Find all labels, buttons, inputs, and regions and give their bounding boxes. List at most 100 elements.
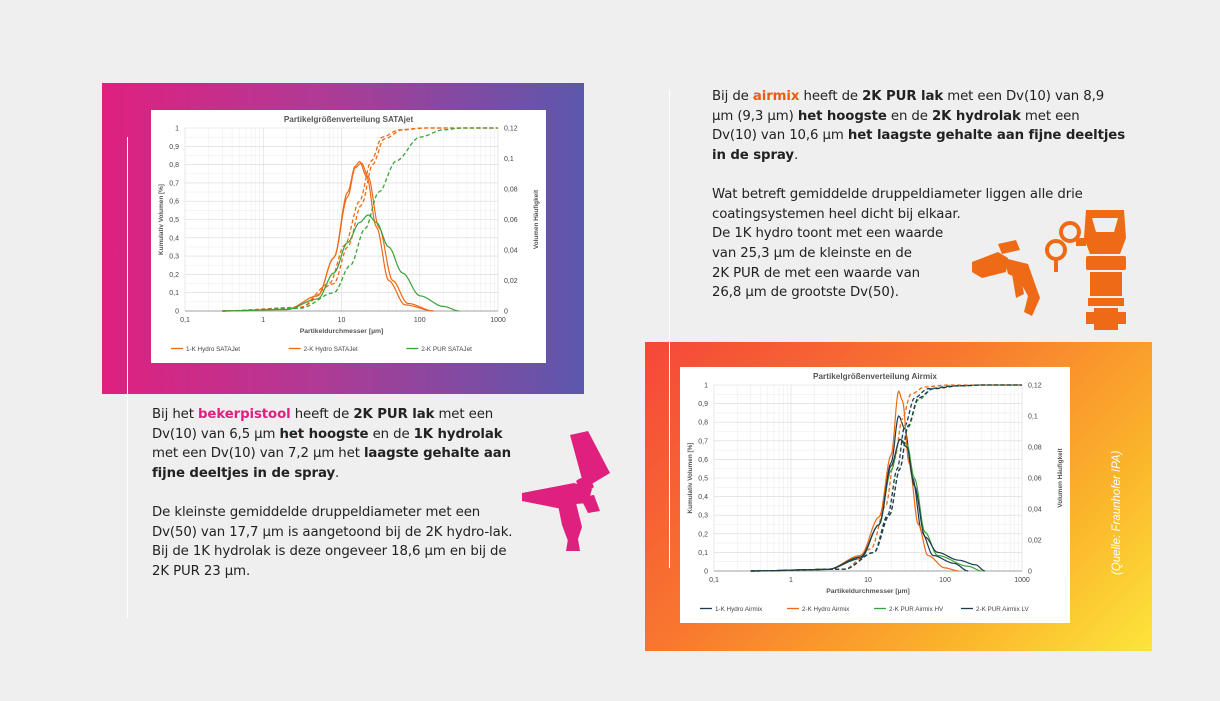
y2-tick-label: 0,02 — [504, 278, 518, 285]
text-bold: 2K PUR lak — [862, 89, 944, 104]
satajet-chart: Partikelgrößenverteilung SATAjet 0 0,1 0,2 0… — [151, 110, 546, 363]
text-line: Wat betreft gemiddelde druppeldiameter l… — [712, 186, 1083, 202]
keyword-airmix: airmix — [752, 89, 800, 104]
airmix-text: Bij de airmix heeft de 2K PUR lak met ee… — [712, 87, 1127, 303]
y2-tick-label: 0 — [504, 309, 508, 316]
airmix-gun-icon — [972, 240, 1040, 316]
source-note: (Quelle: Fraunhofer IPA) — [1111, 450, 1123, 575]
y-tick-label: 0,6 — [169, 199, 179, 206]
legend-label: 2-K PUR Airmix HV — [889, 606, 944, 613]
chart-svg: Partikelgrößenverteilung SATAjet00,10,20… — [158, 115, 540, 353]
y-tick-label: 0,4 — [698, 494, 708, 501]
left-divider — [127, 137, 128, 618]
text-line: De 1K hydro toont met een waarde — [712, 226, 944, 242]
chart-title: Partikelgrößenverteilung SATAjet — [284, 115, 414, 124]
y2-tick-label: 0,12 — [504, 126, 518, 133]
x-tick-label: 100 — [414, 317, 426, 324]
y-tick-label: 0,5 — [169, 217, 179, 224]
legend-label: 2-K Hydro SATAJet — [304, 346, 358, 353]
y-tick-label: 0,7 — [698, 438, 708, 445]
text-bold: het hoogste — [797, 108, 887, 124]
legend-label: 2-K Hydro Airmix — [802, 606, 850, 613]
series-frequency-line — [750, 415, 969, 572]
airmix-paragraph-2: Wat betreft gemiddelde druppeldiameter l… — [712, 185, 1127, 303]
airmix-paragraph-1: Bij de airmix heeft de 2K PUR lak met ee… — [712, 87, 1127, 166]
text-run: en de — [368, 426, 414, 442]
y2-tick-label: 0,04 — [504, 248, 518, 255]
text-line: 26,8 µm de grootste Dv(50). — [712, 285, 899, 301]
y2-tick-label: 0,08 — [504, 187, 518, 194]
y-tick-label: 1 — [704, 383, 708, 390]
text-bold: 2K PUR lak — [353, 407, 435, 422]
spray-gun-icon — [522, 431, 610, 551]
series-frequency-line — [750, 390, 959, 572]
y-tick-label: 0,8 — [169, 162, 179, 169]
text-run: Bij de — [712, 89, 753, 104]
text-bold: 1K hydrolak — [413, 426, 503, 442]
y-tick-label: 0,7 — [169, 180, 179, 187]
y-tick-label: 0,8 — [698, 420, 708, 427]
x-tick-label: 100 — [939, 577, 951, 584]
y2-axis-label: Volumen Häufigkeit — [1057, 448, 1064, 508]
text-bold: 2K hydrolak — [931, 108, 1021, 124]
text-run: met een Dv(10) van 8,9 µm (9,3 µm) — [712, 89, 1105, 124]
text-line: 2K PUR de met een waarde van — [712, 265, 920, 281]
y2-tick-label: 0,1 — [504, 156, 514, 163]
text-run: heeft de — [799, 89, 863, 104]
x-tick-label: 10 — [338, 317, 346, 324]
x-tick-label: 1 — [261, 317, 265, 324]
series-cumulative-line — [750, 384, 1022, 572]
text-run: en de — [886, 108, 932, 124]
x-axis-label: Partikeldurchmesser [µm] — [300, 328, 384, 335]
y2-tick-label: 0,08 — [1028, 445, 1042, 452]
x-tick-label: 10 — [864, 577, 872, 584]
pump-icon — [1045, 210, 1126, 330]
text-run: heeft de — [290, 407, 354, 422]
chart-svg: Partikelgrößenverteilung Airmix 0 0,1 0,2 0,… — [687, 372, 1064, 613]
bekerpistool-text: Bij het bekerpistool heeft de 2K PUR lak… — [152, 405, 517, 582]
text-run: Bij het — [152, 407, 198, 422]
x-tick-label: 1000 — [1014, 577, 1030, 584]
legend-label: 2-K PUR SATAJet — [421, 346, 472, 353]
y-tick-label: 0,4 — [169, 235, 179, 242]
y2-tick-label: 0,02 — [1028, 538, 1042, 545]
y-axis-label: Kumulativ Volumen [%] — [158, 184, 165, 255]
series-frequency-line — [222, 162, 434, 312]
series-cumulative-line — [222, 127, 498, 312]
series-frequency-line — [222, 214, 460, 312]
legend-label: 1-K Hydro SATAJet — [186, 346, 240, 353]
y-tick-label: 1 — [175, 126, 179, 133]
x-axis-label: Partikeldurchmesser [µm] — [826, 588, 910, 595]
text-run: . — [793, 148, 799, 164]
y-tick-label: 0,5 — [698, 476, 708, 483]
chart-title: Partikelgrößenverteilung Airmix — [813, 372, 937, 381]
x-tick-label: 1 — [789, 577, 793, 584]
text-line: van 25,3 µm de kleinste en de — [712, 245, 912, 261]
keyword-bekerpistool: bekerpistool — [198, 407, 291, 422]
bekerpistool-paragraph-1: Bij het bekerpistool heeft de 2K PUR lak… — [152, 405, 517, 484]
text-run: met een Dv(10) van 10,6 µm — [712, 108, 1080, 144]
text-bold: het hoogste — [279, 426, 369, 442]
text-run: . — [335, 466, 340, 482]
legend-label: 2-K PUR Airmix LV — [976, 606, 1030, 613]
y-tick-label: 0 — [704, 569, 708, 576]
y-tick-label: 0,9 — [698, 401, 708, 408]
series-frequency-line — [750, 438, 986, 572]
text-bold: laagste gehalte aan fijne deeltjes in de… — [152, 446, 511, 482]
text-bold: het laagste gehalte aan fijne deeltjes i… — [712, 128, 1126, 164]
y2-tick-label: 0,1 — [1028, 414, 1038, 421]
text-run: met een Dv(10) van 6,5 µm — [152, 407, 494, 442]
x-tick-label: 1000 — [490, 317, 506, 324]
y2-tick-label: 0 — [1028, 569, 1032, 576]
y-tick-label: 0,2 — [698, 531, 708, 538]
series-frequency-line — [222, 160, 434, 312]
x-tick-label: 0,1 — [180, 317, 190, 324]
text-line: coatingsystemen heel dicht bij elkaar. — [712, 206, 961, 222]
bekerpistool-paragraph-2: De kleinste gemiddelde druppeldiameter m… — [152, 504, 513, 579]
y-tick-label: 0,3 — [169, 254, 179, 261]
y-tick-label: 0,3 — [698, 513, 708, 520]
airmix-chart: Partikelgrößenverteilung Airmix 0 0,1 0,2 0,… — [680, 367, 1070, 623]
y-tick-label: 0,1 — [698, 550, 708, 557]
y2-tick-label: 0,06 — [504, 217, 518, 224]
y-axis-label: Kumulativ Volumen [%] — [687, 443, 694, 514]
